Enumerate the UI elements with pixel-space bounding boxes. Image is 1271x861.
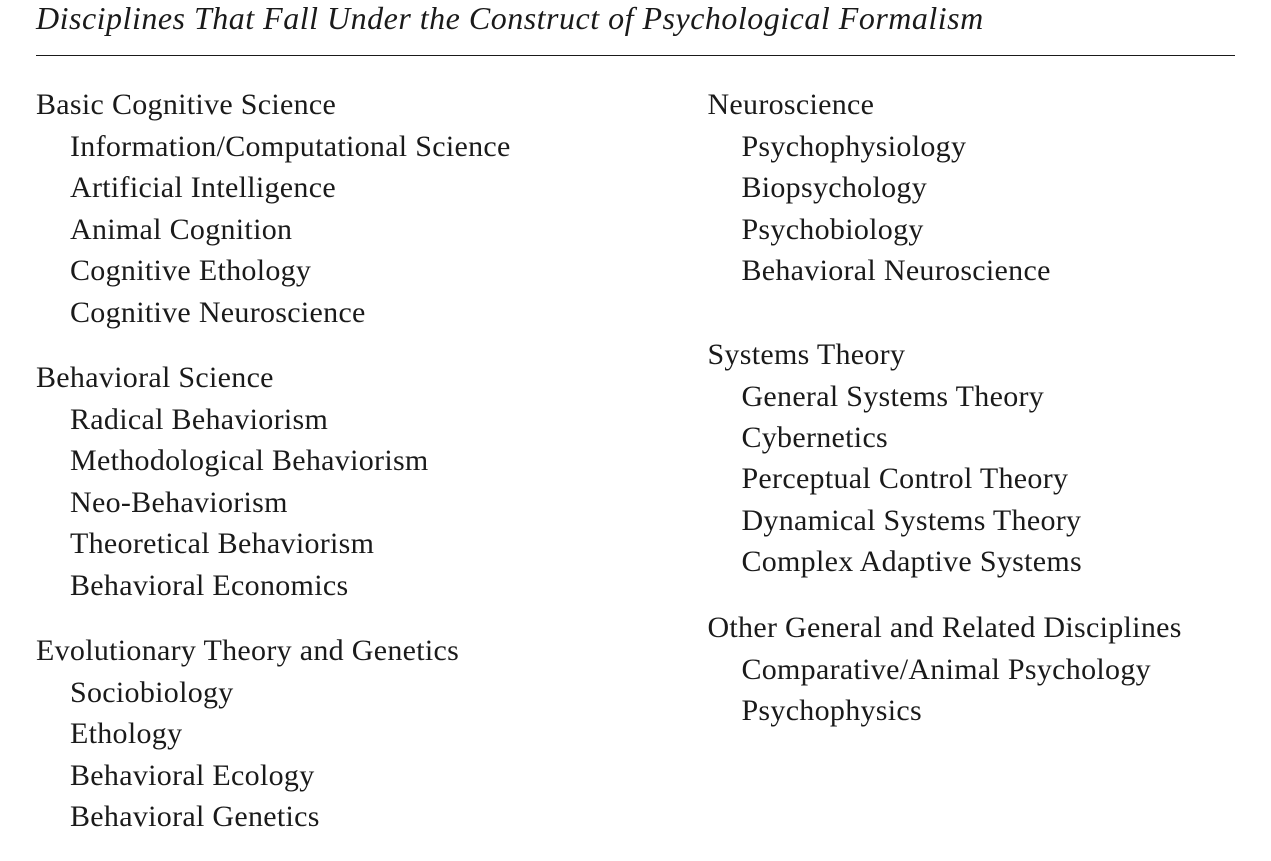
list-item: Biopsychology [741, 167, 1235, 208]
list-item: Artificial Intelligence [70, 167, 707, 208]
section-systems-theory: Systems Theory General Systems Theory Cy… [707, 334, 1235, 583]
list-item: Psychophysiology [741, 126, 1235, 167]
section-heading: Systems Theory [707, 334, 1235, 376]
section-heading: Other General and Related Disciplines [707, 607, 1235, 649]
section-items: General Systems Theory Cybernetics Perce… [707, 376, 1235, 583]
right-column: Neuroscience Psychophysiology Biopsychol… [707, 84, 1235, 861]
list-item: Behavioral Genetics [70, 796, 707, 837]
list-item: Dynamical Systems Theory [741, 500, 1235, 541]
section-neuroscience: Neuroscience Psychophysiology Biopsychol… [707, 84, 1235, 292]
list-item: Behavioral Neuroscience [741, 250, 1235, 291]
section-basic-cognitive-science: Basic Cognitive Science Information/Comp… [36, 84, 707, 333]
list-item: Cognitive Ethology [70, 250, 707, 291]
list-item: Information/Computational Science [70, 126, 707, 167]
section-heading: Behavioral Science [36, 357, 707, 399]
section-other-disciplines: Other General and Related Disciplines Co… [707, 607, 1235, 732]
list-item: Cybernetics [741, 417, 1235, 458]
list-item: Theoretical Behaviorism [70, 523, 707, 564]
list-item: Ethology [70, 713, 707, 754]
section-items: Radical Behaviorism Methodological Behav… [36, 399, 707, 606]
columns-container: Basic Cognitive Science Information/Comp… [36, 84, 1235, 861]
section-items: Sociobiology Ethology Behavioral Ecology… [36, 672, 707, 838]
section-evolutionary-theory: Evolutionary Theory and Genetics Sociobi… [36, 630, 707, 838]
list-item: Sociobiology [70, 672, 707, 713]
list-item: General Systems Theory [741, 376, 1235, 417]
list-item: Perceptual Control Theory [741, 458, 1235, 499]
section-heading: Neuroscience [707, 84, 1235, 126]
list-item: Animal Cognition [70, 209, 707, 250]
section-heading: Evolutionary Theory and Genetics [36, 630, 707, 672]
list-item: Complex Adaptive Systems [741, 541, 1235, 582]
list-item: Cognitive Neuroscience [70, 292, 707, 333]
list-item: Behavioral Ecology [70, 755, 707, 796]
list-item: Comparative/Animal Psychology [741, 649, 1235, 690]
list-item: Methodological Behaviorism [70, 440, 707, 481]
list-item: Psychophysics [741, 690, 1235, 731]
section-items: Information/Computational Science Artifi… [36, 126, 707, 333]
list-item: Radical Behaviorism [70, 399, 707, 440]
list-item: Behavioral Economics [70, 565, 707, 606]
section-behavioral-science: Behavioral Science Radical Behaviorism M… [36, 357, 707, 606]
section-items: Psychophysiology Biopsychology Psychobio… [707, 126, 1235, 292]
section-heading: Basic Cognitive Science [36, 84, 707, 126]
left-column: Basic Cognitive Science Information/Comp… [36, 84, 707, 861]
list-item: Neo-Behaviorism [70, 482, 707, 523]
page-title: Disciplines That Fall Under the Construc… [36, 0, 1235, 56]
section-items: Comparative/Animal Psychology Psychophys… [707, 649, 1235, 732]
list-item: Psychobiology [741, 209, 1235, 250]
